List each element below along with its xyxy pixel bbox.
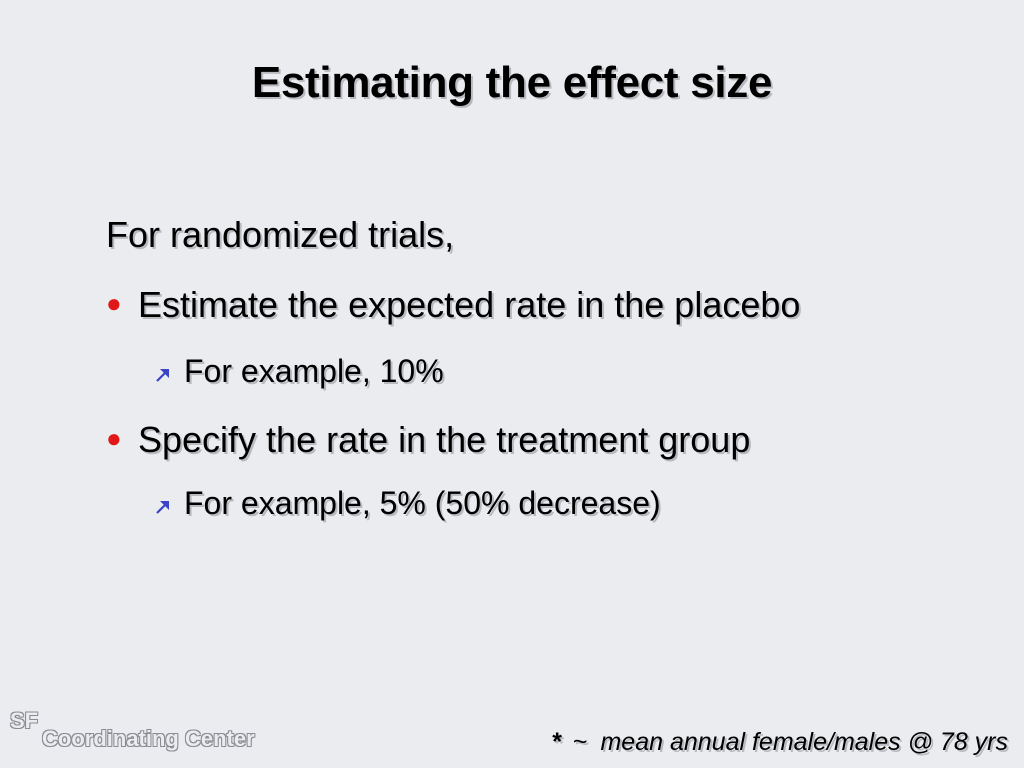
footnote-asterisk: * xyxy=(552,728,562,756)
logo-sf-text: SF xyxy=(10,708,39,733)
logo-center-text: Coordinating Center xyxy=(42,726,255,751)
footnote: * ~ mean annual female/males @ 78 yrs xyxy=(552,728,1008,757)
slide-title: Estimating the effect size xyxy=(251,58,773,107)
bullet-text: Estimate the expected rate in the placeb… xyxy=(138,284,801,325)
northeast-arrow-icon xyxy=(154,355,184,392)
footnote-text: mean annual female/males @ 78 yrs xyxy=(600,728,1008,756)
sub-bullet-text: For example, 10% xyxy=(184,353,444,389)
bullet-dot-icon: ● xyxy=(106,422,122,453)
intro-text: For randomized trials, xyxy=(106,214,455,255)
footnote-tilde: ~ xyxy=(572,728,588,756)
sub-bullet-text: For example, 5% (50% decrease) xyxy=(184,485,661,521)
sub-bullet-item: For example, 5% (50% decrease) xyxy=(154,485,661,522)
bullet-item: ● Specify the rate in the treatment grou… xyxy=(106,419,750,461)
sub-bullet-item: For example, 10% xyxy=(154,353,444,390)
northeast-arrow-icon xyxy=(154,487,184,524)
bullet-item: ● Estimate the expected rate in the plac… xyxy=(106,284,800,326)
sf-coordinating-center-logo: SF Coordinating Center xyxy=(10,708,310,758)
bullet-dot-icon: ● xyxy=(106,287,122,318)
bullet-text: Specify the rate in the treatment group xyxy=(138,419,751,460)
